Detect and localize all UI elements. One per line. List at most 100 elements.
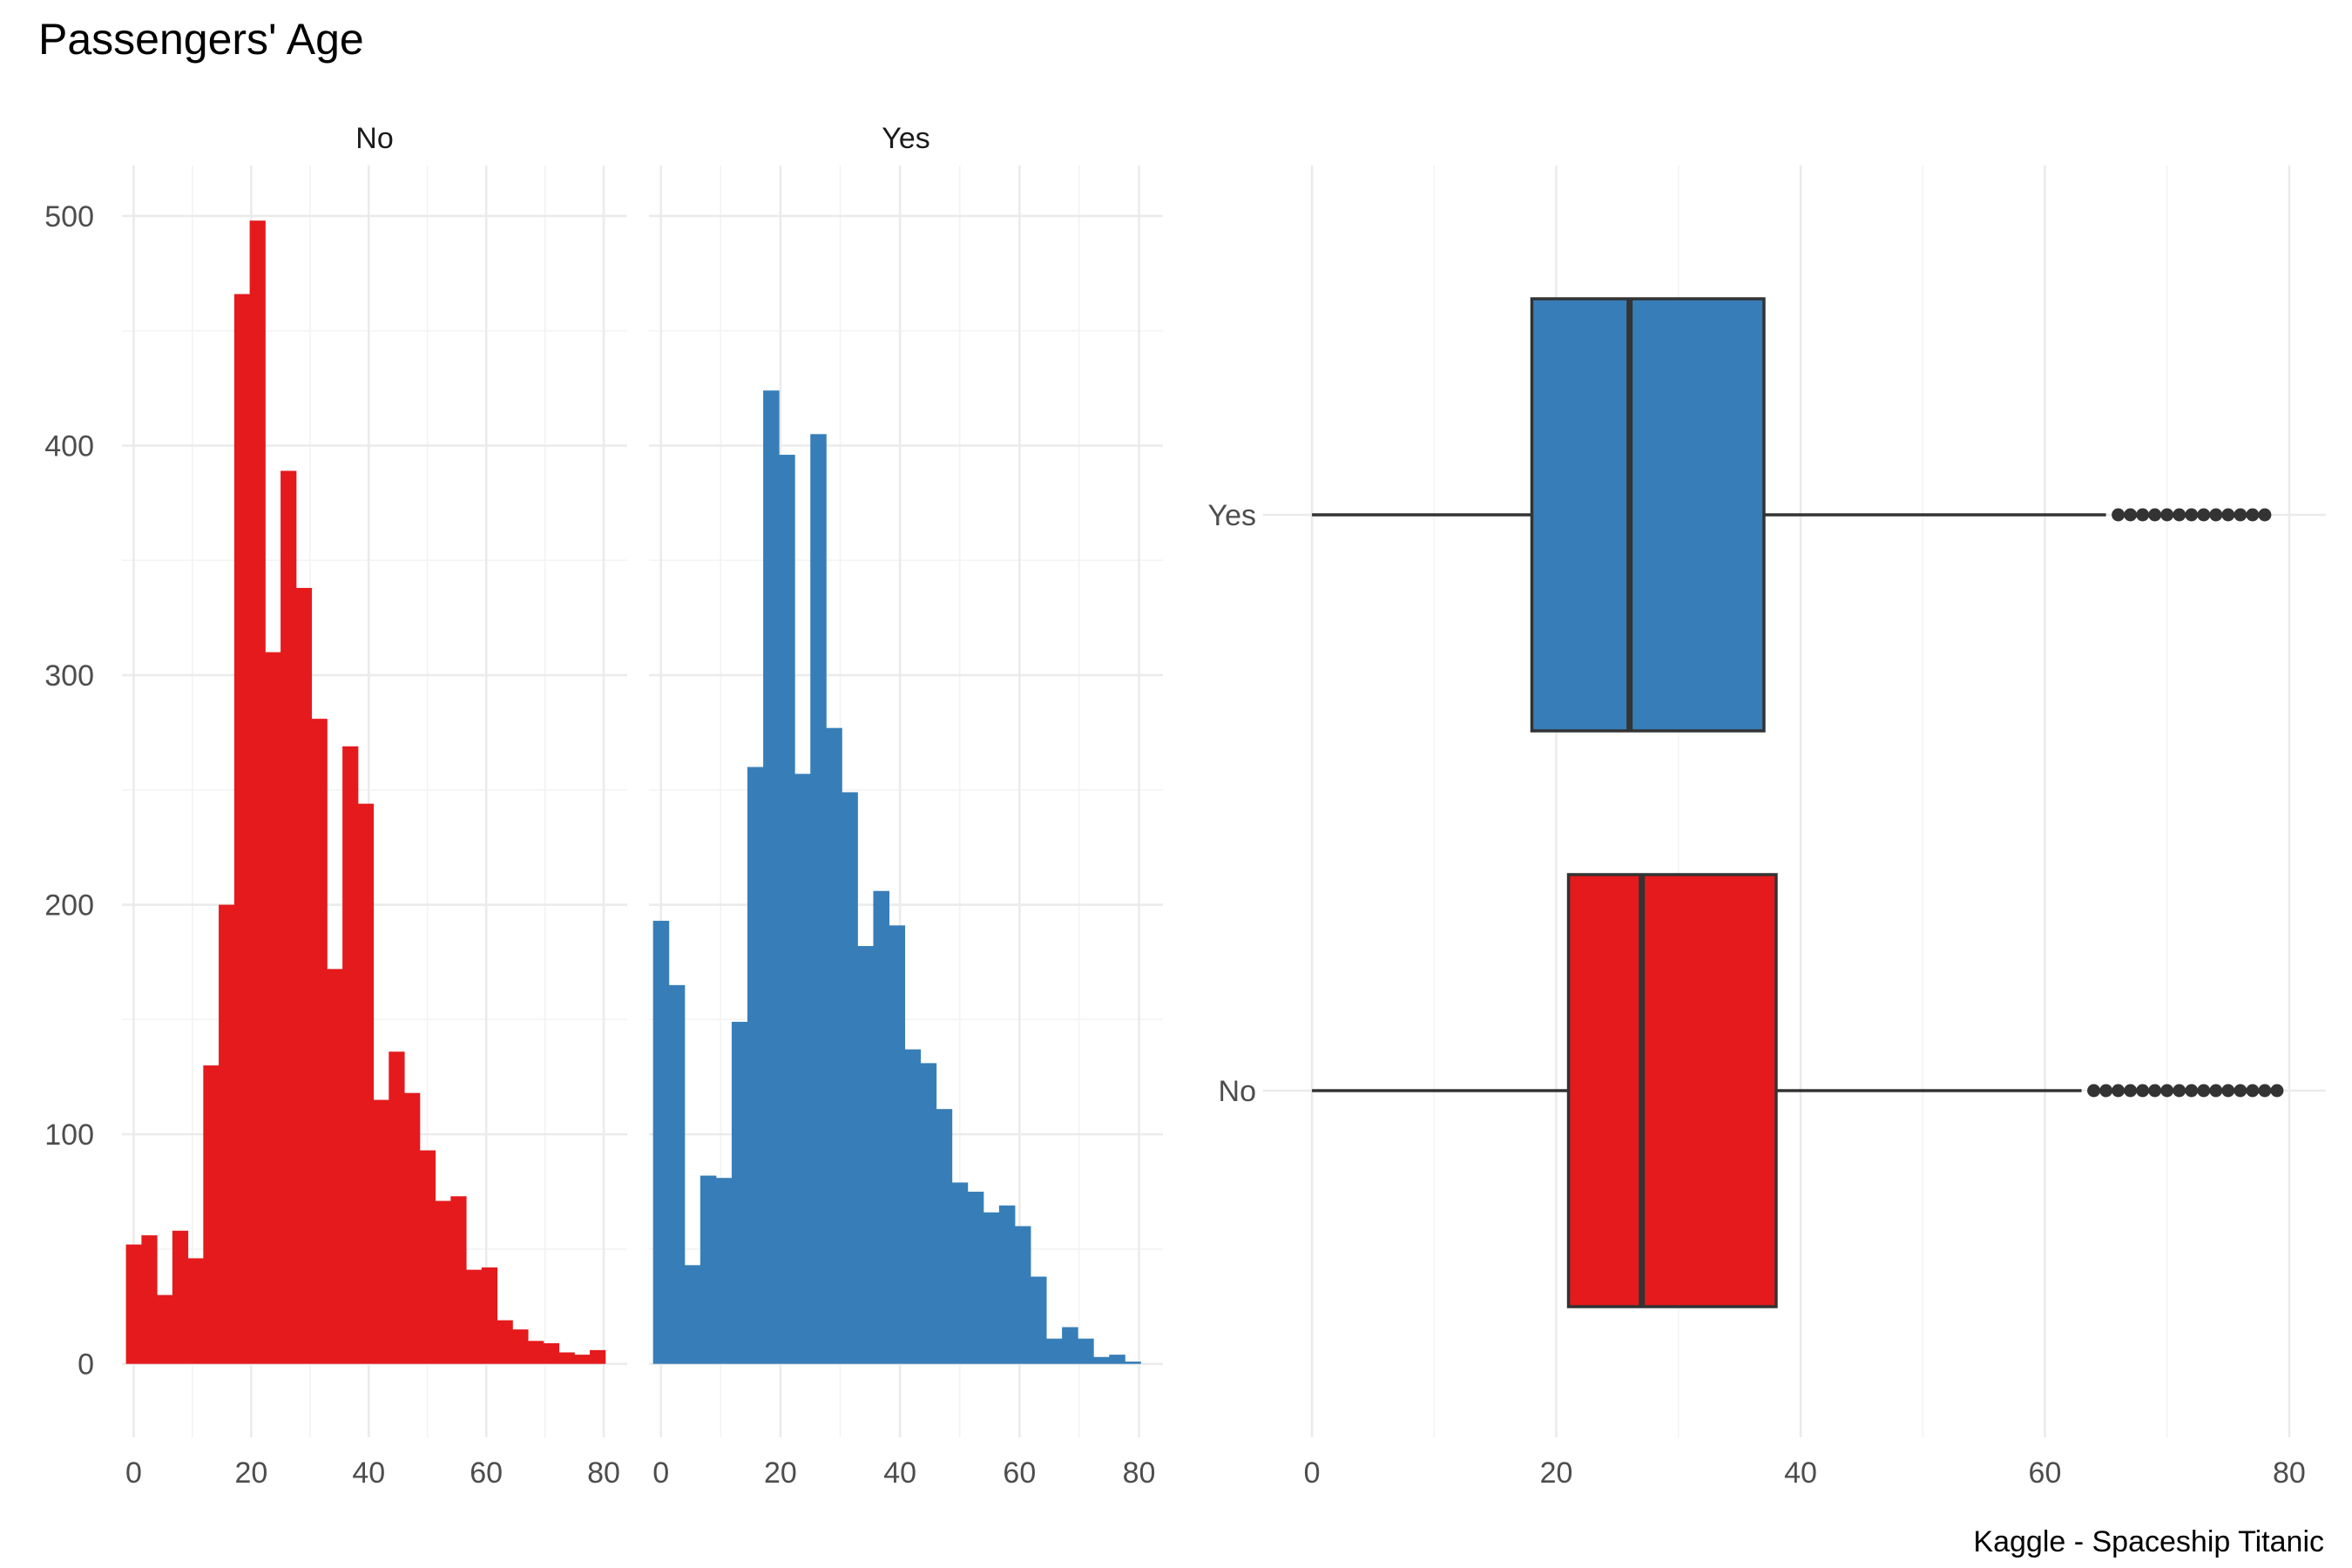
x-tick-label: 20 [234, 1456, 267, 1490]
histogram-bar [590, 1349, 606, 1364]
histogram-bar [983, 1212, 1000, 1364]
histogram-bar [1109, 1355, 1125, 1364]
x-tick-label: 0 [652, 1456, 669, 1490]
histogram-bar [904, 1049, 922, 1364]
x-tick-label: 40 [883, 1456, 916, 1490]
y-tick-label: 500 [44, 200, 94, 233]
histogram-bar [558, 1352, 575, 1364]
x-tick-label: 60 [470, 1456, 503, 1490]
y-tick-label: Yes [1208, 499, 1256, 532]
histogram-bar [280, 470, 297, 1364]
histogram-bar [841, 792, 858, 1364]
histogram-bar [1078, 1338, 1094, 1364]
histogram-bar [763, 390, 780, 1364]
histogram-bar [700, 1175, 717, 1364]
histogram-bar [512, 1329, 529, 1364]
boxplot-no [1312, 873, 2284, 1308]
boxplot-outlier-point [2270, 1084, 2284, 1098]
boxplot-outlier-point [2234, 1084, 2247, 1098]
boxplot-outlier-point [2234, 508, 2247, 522]
boxplot-outlier-point [2112, 1084, 2126, 1098]
boxplot-outlier-point [2112, 508, 2126, 522]
boxplot-outlier-point [2099, 1084, 2113, 1098]
histogram-bar [249, 220, 266, 1364]
chart-caption: Kaggle - Spaceship Titanic [1973, 1525, 2324, 1558]
histogram-bar [1046, 1338, 1063, 1364]
boxplot-outlier-point [2173, 508, 2186, 522]
histogram-bar [373, 1099, 389, 1364]
histogram-bar [731, 1021, 748, 1364]
y-tick-label: 0 [78, 1348, 94, 1382]
x-tick-label: 40 [1784, 1456, 1817, 1490]
histogram-bar [998, 1205, 1016, 1364]
boxplot-box [1566, 873, 1778, 1308]
histogram-bar [574, 1355, 591, 1364]
boxplot-outlier-point [2246, 1084, 2260, 1098]
boxplot-outlier-point [2148, 508, 2162, 522]
histogram-bar [265, 652, 281, 1364]
histogram-bar [141, 1235, 158, 1364]
x-tick-label: 40 [352, 1456, 385, 1490]
histogram-bar [1030, 1276, 1047, 1364]
histogram-bar [481, 1267, 498, 1364]
histogram-bar [187, 1258, 204, 1364]
histogram-bar [404, 1092, 421, 1364]
histogram-bar [1125, 1362, 1141, 1364]
boxplot-outlier-point [2173, 1084, 2186, 1098]
x-tick-label: 0 [1304, 1456, 1321, 1490]
boxplot-outlier-point [2209, 1084, 2223, 1098]
x-tick-label: 60 [1003, 1456, 1036, 1490]
histogram-bar [497, 1320, 513, 1364]
boxplot-outlier-point [2160, 508, 2174, 522]
boxplot-panel: Yes No 0 20 40 60 80 [1208, 166, 2326, 1490]
boxplot-box [1530, 297, 1766, 733]
histogram-bar [779, 455, 795, 1364]
histogram-bar [203, 1065, 220, 1364]
boxplot-outlier-point [2197, 1084, 2211, 1098]
boxplot-outlier-point [2258, 508, 2272, 522]
boxplot-outlier-point [2258, 1084, 2272, 1098]
histogram-bar [295, 587, 313, 1364]
histogram-bar [936, 1109, 953, 1364]
x-tick-label: 80 [1123, 1456, 1156, 1490]
x-tick-label: 20 [1540, 1456, 1573, 1490]
x-tick-label: 20 [764, 1456, 797, 1490]
histogram-bar [125, 1244, 142, 1364]
histogram-bar [342, 746, 359, 1364]
histogram-bar [826, 727, 842, 1364]
histogram-bar [219, 904, 235, 1364]
boxplot-outlier-point [2209, 508, 2223, 522]
x-tick-label: 60 [2029, 1456, 2062, 1490]
histogram-bar [967, 1192, 984, 1364]
histogram-bar [951, 1182, 969, 1364]
histogram-panel-yes: Yes 0 20 40 60 80 [649, 122, 1163, 1490]
x-tick-label: 80 [587, 1456, 620, 1490]
chart-title: Passengers' Age [38, 15, 364, 64]
histogram-bar [715, 1178, 733, 1364]
boxplot-outlier-point [2246, 508, 2260, 522]
histogram-bar [1093, 1356, 1110, 1364]
boxplot-outlier-point [2185, 1084, 2199, 1098]
boxplot-outlier-point [2160, 1084, 2174, 1098]
histogram-bar [810, 434, 827, 1364]
x-tick-label: 0 [125, 1456, 142, 1490]
histogram-bar [233, 294, 251, 1364]
histogram-panels: No 0 20 40 60 80 0 100 200 300 400 500 Yes 0 20 40 60 80 [44, 122, 1163, 1490]
histogram-bar [450, 1196, 467, 1364]
y-tick-label: No [1219, 1075, 1256, 1108]
histogram-bar [794, 774, 811, 1364]
histogram-bar [889, 925, 906, 1364]
boxplot-outlier-point [2136, 508, 2150, 522]
histogram-bar [652, 921, 670, 1364]
facet-strip-label: Yes [882, 122, 929, 155]
boxplot-outlier-point [2087, 1084, 2101, 1098]
histogram-bar [157, 1294, 173, 1364]
histogram-bar [466, 1269, 483, 1364]
histogram-bar [920, 1063, 937, 1364]
boxplot-outlier-point [2197, 508, 2211, 522]
boxplot-outlier-point [2124, 1084, 2138, 1098]
boxplot-yes [1312, 297, 2272, 733]
histogram-bar [668, 984, 686, 1364]
boxplot-outlier-point [2221, 1084, 2235, 1098]
histogram-bar [528, 1341, 544, 1364]
